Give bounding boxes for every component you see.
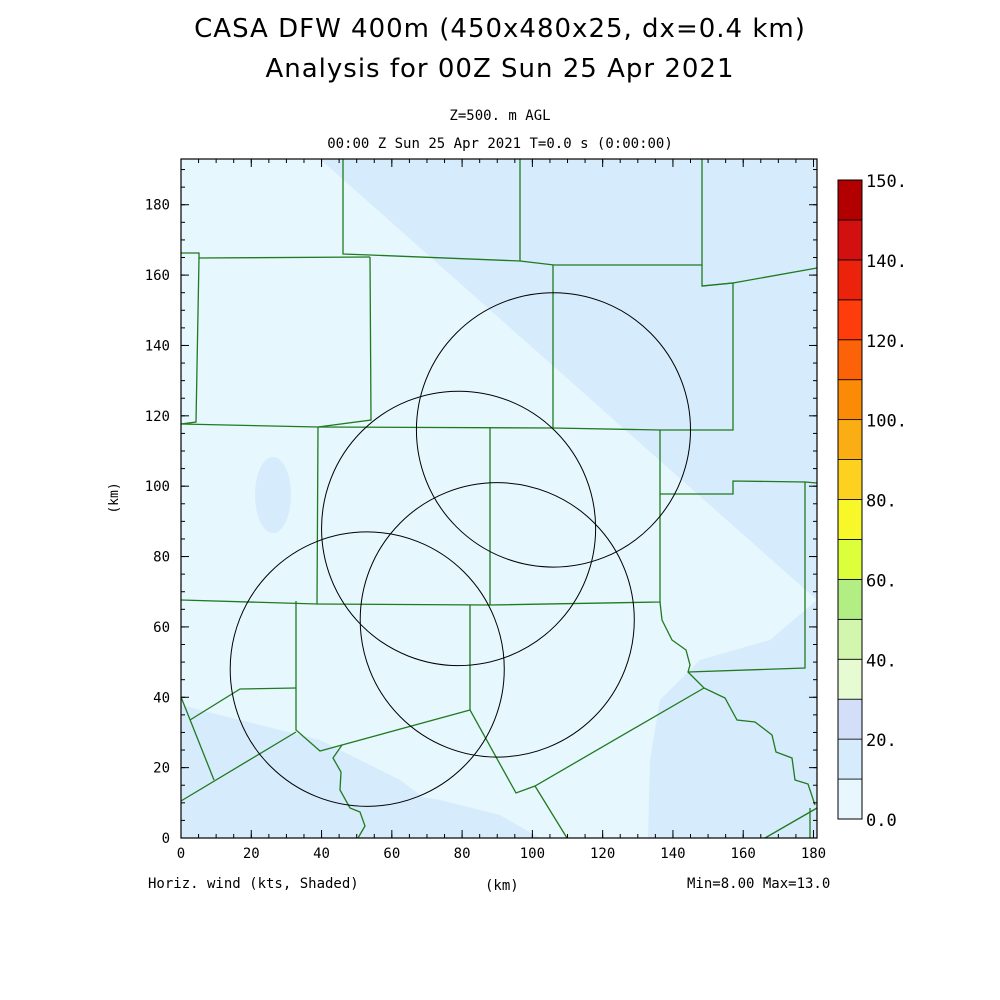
wind-patch-west <box>255 457 291 533</box>
colorbar-label: 100. <box>866 412 907 432</box>
border-line <box>180 731 297 802</box>
x-tick-label: 80 <box>454 846 471 862</box>
colorbar-swatch <box>837 698 863 740</box>
x-tick-label: 0 <box>177 846 185 862</box>
y-tick-label: 0 <box>162 831 170 847</box>
x-tick-label: 120 <box>590 846 615 862</box>
colorbar-label: 60. <box>866 571 897 591</box>
colorbar-swatch <box>837 499 863 540</box>
border-line <box>659 601 816 806</box>
x-tick-label: 180 <box>801 846 826 862</box>
county-borders <box>180 159 818 839</box>
colorbar-label: 120. <box>866 332 907 352</box>
x-tick-label: 60 <box>383 846 400 862</box>
radar-range-ring <box>415 292 692 568</box>
x-tick-label: 160 <box>731 846 756 862</box>
wind-band-north <box>181 159 817 838</box>
y-tick-label: 60 <box>153 620 170 636</box>
border-line <box>552 265 734 431</box>
border-line <box>534 785 568 839</box>
colorbar-swatch <box>837 299 863 341</box>
colorbar-swatch <box>837 339 863 381</box>
x-tick-label: 40 <box>313 846 330 862</box>
plot-frame <box>180 158 818 839</box>
border-line <box>701 267 818 287</box>
border-line <box>764 807 818 839</box>
wind-band-lobe <box>181 159 660 838</box>
border-line <box>332 744 366 839</box>
level-label: Z=500. m AGL <box>449 108 551 124</box>
radar-range-rings <box>229 292 692 807</box>
colorbar <box>837 179 863 820</box>
colorbar-swatch <box>837 419 863 460</box>
border-line <box>189 687 297 721</box>
border-line <box>469 605 705 794</box>
y-tick-label: 120 <box>145 409 170 425</box>
border-line <box>180 265 554 429</box>
colorbar-swatch <box>837 259 863 301</box>
y-tick-label: 100 <box>145 479 170 495</box>
border-line <box>317 256 372 428</box>
y-tick-label: 180 <box>145 198 170 214</box>
colorbar-swatch <box>837 379 863 421</box>
radar-range-ring <box>321 390 597 667</box>
colorbar-swatch <box>837 539 863 580</box>
colorbar-label: 40. <box>866 651 897 671</box>
x-tick-label: 100 <box>520 846 545 862</box>
colorbar-swatch <box>837 738 863 780</box>
colorbar-swatch <box>837 658 863 700</box>
wind-field-shading <box>181 159 817 838</box>
x-axis: 0 20 40 60 80 100 120 140 160 180 <box>177 159 826 862</box>
border-line <box>181 252 371 259</box>
colorbar-label: 80. <box>866 492 897 512</box>
plot-title-line1: CASA DFW 400m (450x480x25, dx=0.4 km) <box>194 14 806 44</box>
colorbar-label: 140. <box>866 252 907 272</box>
y-tick-label: 40 <box>153 690 170 706</box>
colorbar-swatch <box>837 618 863 660</box>
colorbar-swatch <box>837 578 863 620</box>
time-label: 00:00 Z Sun 25 Apr 2021 T=0.0 s (0:00:00… <box>327 136 673 152</box>
colorbar-swatch <box>837 459 863 500</box>
radar-range-ring <box>229 531 505 807</box>
y-tick-label: 160 <box>145 268 170 284</box>
colorbar-label: 20. <box>866 731 897 751</box>
border-line <box>295 601 471 752</box>
y-axis-label: (km) <box>107 482 122 513</box>
plot-title-line2: Analysis for 00Z Sun 25 Apr 2021 <box>265 54 735 84</box>
border-line <box>180 257 200 425</box>
radar-range-ring <box>359 482 635 758</box>
min-max-readout: Min=8.00 Max=13.0 <box>687 876 831 892</box>
border-line <box>804 481 818 484</box>
field-description: Horiz. wind (kts, Shaded) <box>148 876 359 892</box>
colorbar-label: 150. <box>866 172 907 192</box>
colorbar-label: 0.0 <box>866 811 897 831</box>
colorbar-swatch <box>837 778 863 820</box>
border-line <box>316 494 661 606</box>
colorbar-swatch <box>837 219 863 261</box>
colorbar-labels: 150. 140. 120. 100. 80. 60. 40. 20. 0.0 <box>866 172 907 831</box>
y-axis: 0 20 40 60 80 100 120 140 160 180 <box>145 169 817 847</box>
x-tick-label: 140 <box>660 846 685 862</box>
colorbar-frame <box>837 179 863 820</box>
x-axis-label: (km) <box>485 878 519 894</box>
x-tick-label: 20 <box>243 846 260 862</box>
y-tick-label: 80 <box>153 550 170 566</box>
y-tick-label: 20 <box>153 761 170 777</box>
border-line <box>180 696 215 781</box>
wind-band-southwest <box>181 720 540 838</box>
colorbar-swatch <box>837 179 863 221</box>
y-tick-label: 140 <box>145 338 170 354</box>
